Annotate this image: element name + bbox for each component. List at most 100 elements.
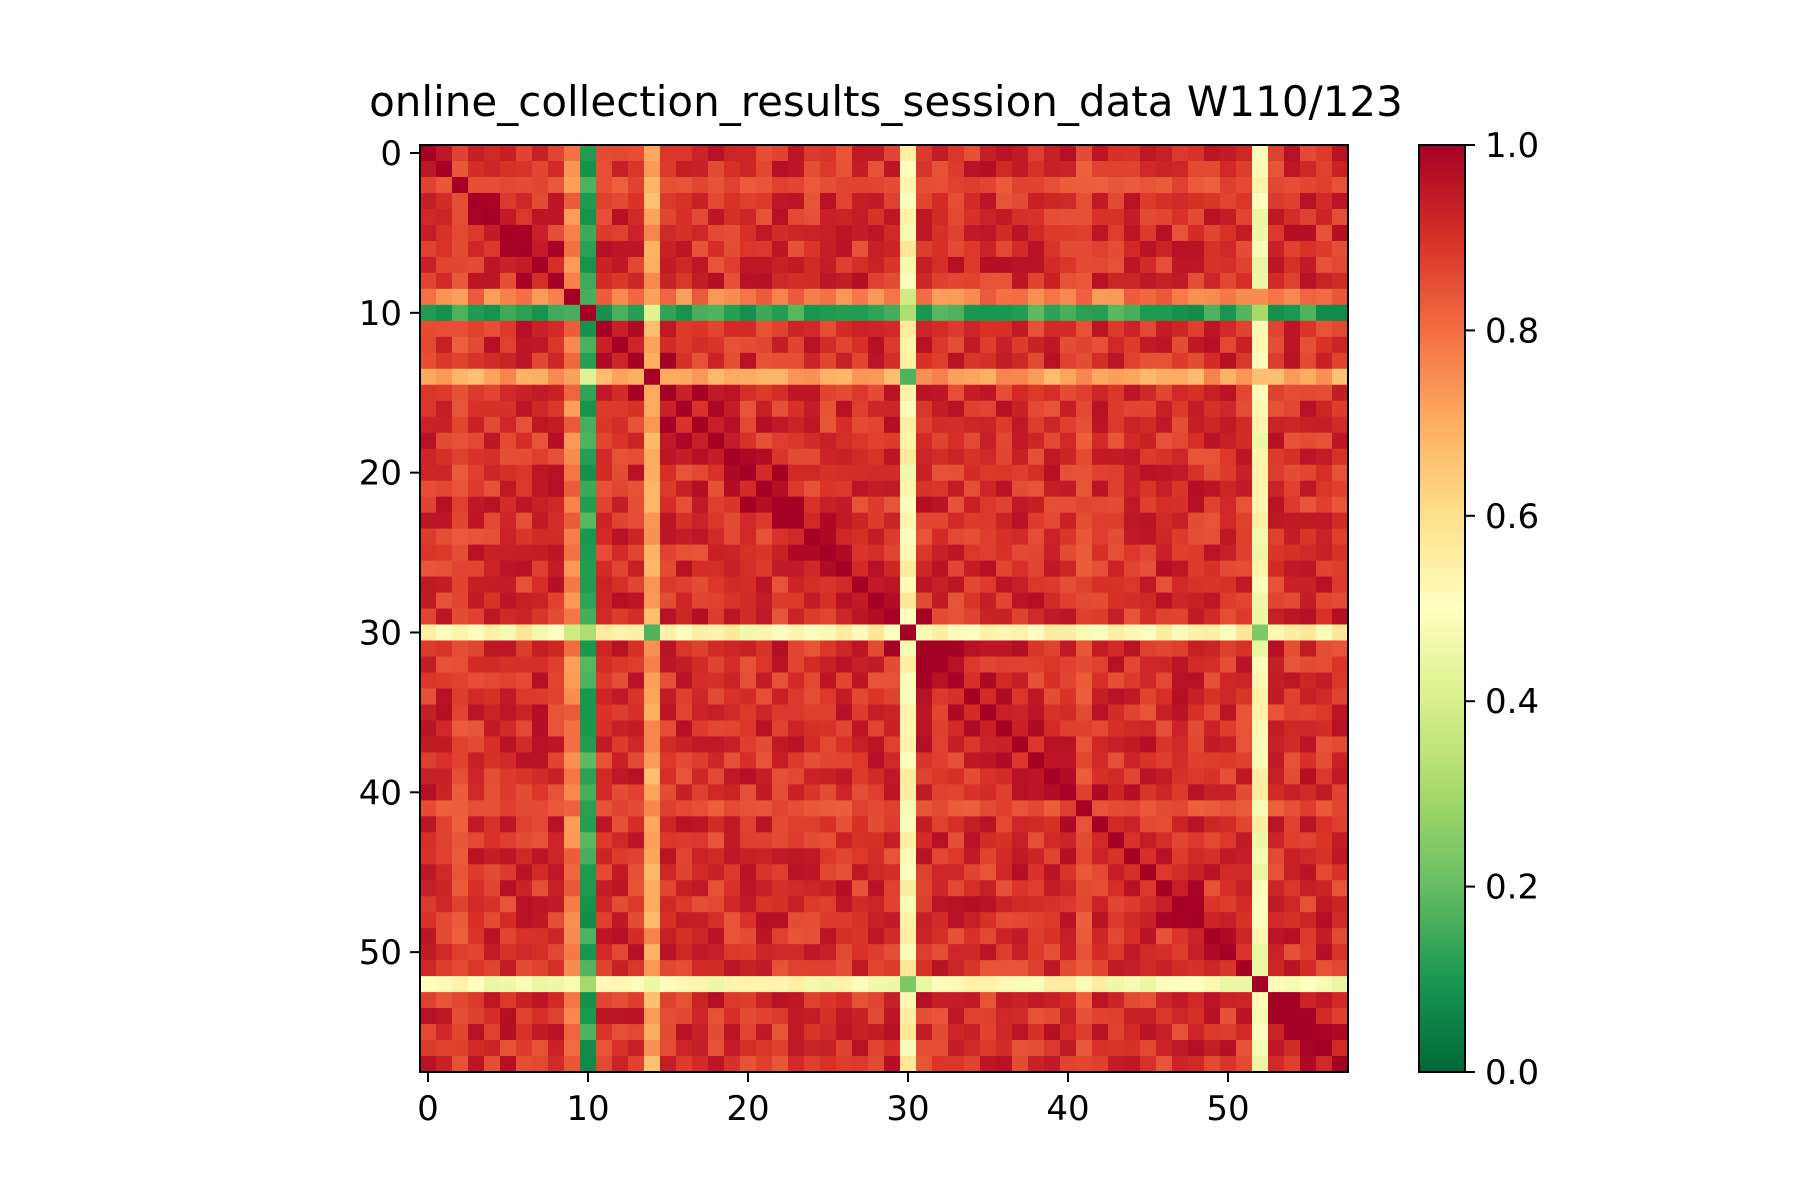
- heatmap-cell: [1220, 912, 1237, 929]
- heatmap-cell: [1092, 752, 1109, 769]
- heatmap-cell: [580, 1008, 597, 1025]
- heatmap-cell: [468, 1056, 485, 1073]
- heatmap-cell: [1300, 848, 1317, 865]
- heatmap-cell: [884, 544, 901, 562]
- heatmap-cell: [660, 176, 677, 194]
- heatmap-cell: [1108, 688, 1125, 705]
- heatmap-cell: [1284, 720, 1301, 737]
- heatmap-cell: [452, 320, 469, 338]
- heatmap-cell: [1012, 1040, 1029, 1057]
- heatmap-cell: [772, 960, 789, 977]
- heatmap-cell: [724, 720, 741, 737]
- heatmap-cell: [772, 224, 789, 242]
- heatmap-cell: [1220, 272, 1237, 290]
- heatmap-cell: [932, 912, 949, 929]
- heatmap-cell: [1092, 832, 1109, 849]
- heatmap-cell: [1316, 1008, 1333, 1025]
- heatmap-cell: [1044, 368, 1061, 386]
- heatmap-cell: [1092, 976, 1109, 993]
- heatmap-cell: [500, 656, 517, 673]
- heatmap-cell: [964, 928, 981, 945]
- heatmap-cell: [580, 224, 597, 242]
- heatmap-cell: [436, 896, 453, 913]
- heatmap-cell: [916, 1008, 933, 1025]
- heatmap-cell: [1188, 832, 1205, 849]
- heatmap-cell: [1220, 496, 1237, 514]
- heatmap-cell: [548, 976, 565, 993]
- heatmap-cell: [1028, 752, 1045, 769]
- heatmap-cell: [1044, 432, 1061, 450]
- heatmap-cell: [692, 464, 709, 482]
- heatmap-cell: [692, 1008, 709, 1025]
- heatmap-cell: [884, 1056, 901, 1073]
- heatmap-cell: [676, 496, 693, 514]
- heatmap-cell: [804, 944, 821, 961]
- heatmap-cell: [1172, 448, 1189, 466]
- heatmap-cell: [772, 1040, 789, 1057]
- heatmap-cell: [1108, 432, 1125, 450]
- heatmap-cell: [724, 448, 741, 466]
- heatmap-cell: [1156, 544, 1173, 562]
- heatmap-cell: [1076, 256, 1093, 274]
- heatmap-cell: [1140, 896, 1157, 913]
- heatmap-cell: [484, 176, 501, 194]
- heatmap-cell: [436, 608, 453, 625]
- heatmap-cell: [516, 704, 533, 721]
- heatmap-cell: [916, 240, 933, 258]
- heatmap-cell: [1188, 464, 1205, 482]
- heatmap-cell: [660, 608, 677, 625]
- heatmap-cell: [1204, 1040, 1221, 1057]
- heatmap-cell: [516, 768, 533, 785]
- heatmap-cell: [852, 496, 869, 514]
- heatmap-cell: [1108, 592, 1125, 609]
- heatmap-cell: [1060, 528, 1077, 546]
- heatmap-cell: [628, 145, 645, 162]
- heatmap-cell: [756, 928, 773, 945]
- heatmap-cell: [436, 384, 453, 402]
- heatmap-cell: [692, 944, 709, 961]
- heatmap-cell: [596, 992, 613, 1009]
- heatmap-cell: [724, 352, 741, 370]
- heatmap-cell: [692, 672, 709, 689]
- heatmap-cell: [660, 544, 677, 562]
- heatmap-cell: [1044, 800, 1061, 817]
- heatmap-cell: [1220, 992, 1237, 1009]
- heatmap-cell: [1220, 544, 1237, 562]
- heatmap-cell: [836, 896, 853, 913]
- heatmap-cell: [1268, 832, 1285, 849]
- heatmap-cell: [852, 304, 869, 322]
- heatmap-cell: [948, 944, 965, 961]
- heatmap-cell: [548, 912, 565, 929]
- heatmap-cell: [1236, 784, 1253, 801]
- heatmap-cell: [804, 400, 821, 418]
- heatmap-cell: [660, 368, 677, 386]
- heatmap-cell: [1124, 544, 1141, 562]
- heatmap-cell: [596, 672, 613, 689]
- heatmap-cell: [580, 800, 597, 817]
- heatmap-cell: [1300, 800, 1317, 817]
- heatmap-cell: [452, 752, 469, 769]
- heatmap-cell: [644, 256, 661, 274]
- heatmap-cell: [804, 1040, 821, 1057]
- heatmap-cell: [964, 576, 981, 594]
- heatmap-cell: [708, 992, 725, 1009]
- heatmap-cell: [1268, 992, 1285, 1009]
- heatmap-cell: [452, 1040, 469, 1057]
- heatmap-cell: [740, 240, 757, 258]
- heatmap-cell: [532, 256, 549, 274]
- heatmap-cell: [1204, 448, 1221, 466]
- heatmap-cell: [820, 960, 837, 977]
- heatmap-cell: [1124, 1024, 1141, 1041]
- x-tick-label: 40: [1046, 1089, 1089, 1129]
- heatmap-cell: [1140, 160, 1157, 178]
- heatmap-cell: [1188, 1056, 1205, 1073]
- heatmap-cell: [964, 816, 981, 833]
- heatmap-cell: [468, 512, 485, 530]
- heatmap-cell: [660, 656, 677, 673]
- heatmap-cell: [708, 976, 725, 993]
- heatmap-cell: [1268, 864, 1285, 881]
- heatmap-cell: [1172, 272, 1189, 290]
- heatmap-cell: [900, 784, 917, 801]
- heatmap-cell: [932, 320, 949, 338]
- heatmap-cell: [1076, 768, 1093, 785]
